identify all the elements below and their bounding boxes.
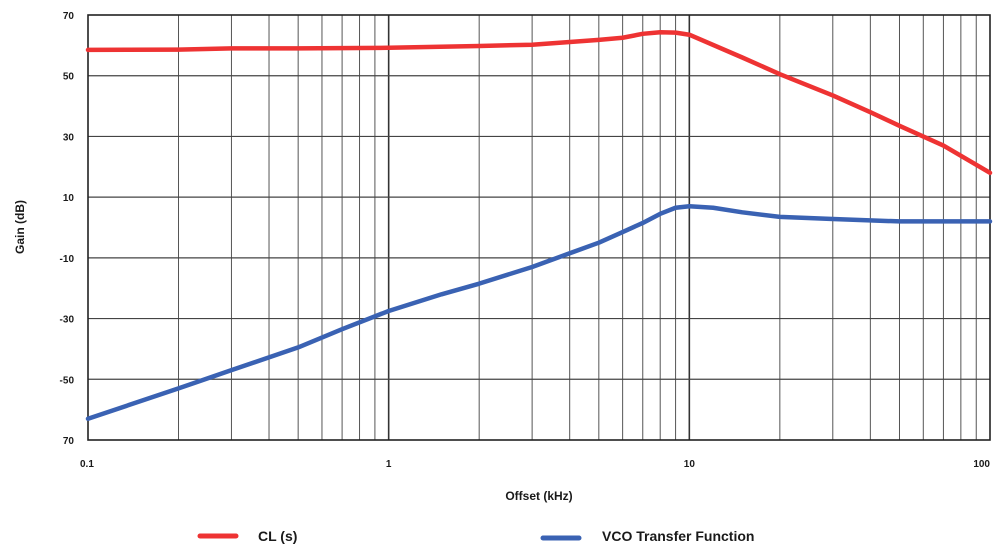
- legend-label-vco: VCO Transfer Function: [602, 528, 754, 544]
- legend: CL (s) VCO Transfer Function: [197, 528, 754, 544]
- y-axis-label: Gain (dB): [13, 200, 27, 254]
- series-line-1: [85, 204, 993, 421]
- x-tick-label: 1: [386, 459, 392, 470]
- series-line-0: [85, 30, 993, 176]
- legend-label-cl: CL (s): [258, 528, 297, 544]
- y-tick-labels: 70 50 30 10 -10 -30 -50 70: [60, 11, 75, 447]
- y-tick-label: 30: [63, 132, 75, 143]
- y-tick-label: -10: [60, 254, 75, 265]
- y-tick-label: 70: [63, 11, 75, 22]
- y-tick-label: 50: [63, 72, 75, 83]
- y-tick-label: -30: [60, 315, 75, 326]
- x-tick-label: 10: [684, 459, 696, 470]
- x-tick-label: 100: [973, 459, 990, 470]
- x-axis-label: Offset (kHz): [505, 489, 572, 503]
- y-tick-label: 10: [63, 193, 75, 204]
- x-tick-labels: 0.1 1 10 100: [80, 459, 990, 470]
- plot-frame: [87, 14, 991, 441]
- x-tick-label: 0.1: [80, 459, 94, 470]
- series-layer: [85, 30, 993, 421]
- grid: [88, 15, 990, 440]
- y-tick-label: -50: [60, 375, 75, 386]
- y-tick-label: 70: [63, 436, 75, 447]
